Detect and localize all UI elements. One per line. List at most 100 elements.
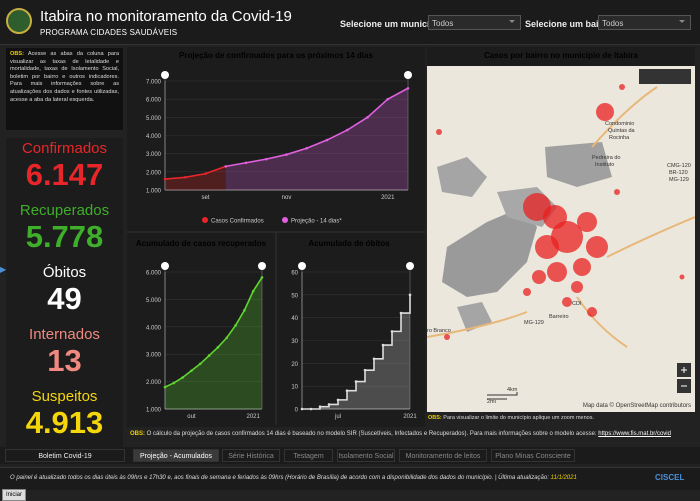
bubble: [523, 288, 531, 296]
stat-value: 4.913: [25, 405, 104, 440]
x-tick-label: 2021: [381, 195, 395, 201]
range-handle[interactable]: [404, 71, 412, 79]
tab[interactable]: Série Histórica: [222, 449, 280, 462]
point: [216, 346, 220, 349]
update-info: O painel é atualizado todos os dias útei…: [10, 475, 577, 481]
subtitle: PROGRAMA CIDADES SAUDÁVEIS: [40, 28, 178, 37]
map-panel: Casos por bairro no município de Itabira: [426, 47, 696, 412]
map-label: 2mi: [487, 399, 496, 405]
start-button[interactable]: Iniciar: [2, 489, 27, 501]
bubble: [573, 258, 591, 276]
municipio-select[interactable]: Todos: [428, 15, 521, 30]
range-handle[interactable]: [161, 71, 169, 79]
line: [164, 165, 227, 180]
note-label: OBS:: [10, 51, 24, 57]
tab[interactable]: Projeção - Acumulados: [133, 449, 219, 462]
map-tools: [487, 69, 691, 400]
point: [181, 376, 184, 379]
urban-area: [437, 157, 487, 197]
urban-area: [545, 142, 612, 187]
note-text: Acesse as abas da coluna para visualizar…: [10, 51, 119, 103]
map-label: MG-129: [524, 320, 544, 326]
footnote-label: OBS:: [130, 431, 145, 437]
map-label: 4km: [507, 387, 518, 393]
area: [165, 277, 262, 409]
range-handle[interactable]: [298, 262, 306, 270]
y-tick-label: 0: [295, 408, 299, 414]
point: [406, 86, 410, 90]
stat-value: 6.147: [25, 157, 104, 192]
tabs: Boletim Covid-19 Projeção - Acumulados Sé…: [0, 447, 700, 464]
range-handle[interactable]: [406, 262, 414, 270]
legend-label: Casos Confirmados: [211, 219, 264, 225]
y-tick-label: 20: [291, 362, 298, 368]
note: OBS: Acesse as abas da coluna para visua…: [6, 48, 123, 130]
point: [327, 403, 331, 406]
point: [243, 309, 246, 312]
side-tab[interactable]: Boletim Covid-19: [5, 449, 125, 462]
point: [386, 97, 390, 101]
stat-label: Óbitos: [42, 264, 87, 281]
y-tick-label: 2.000: [146, 380, 162, 386]
legend-label: Projeção - 14 dias*: [291, 219, 342, 225]
map-toolbar[interactable]: [639, 69, 691, 84]
map-note-text: Para visualizar o limite do município ap…: [443, 415, 594, 421]
y-tick-label: 7.000: [146, 80, 162, 86]
bubble: [596, 103, 614, 121]
x-tick-label: 2021: [403, 414, 417, 420]
bubble: [551, 221, 583, 253]
point: [244, 161, 248, 165]
area: [225, 88, 408, 190]
map: Casos por bairro no município de Itabira: [426, 51, 696, 412]
chart-title: Projeção de confirmados para os próximos…: [179, 51, 373, 60]
bairro-select[interactable]: Todos: [598, 15, 691, 30]
bubble: [547, 262, 567, 282]
map-label: Condominio: [605, 121, 634, 127]
point: [163, 177, 167, 181]
map-title: Casos por bairro no município de Itabira: [484, 51, 638, 60]
range-handle[interactable]: [161, 262, 169, 270]
tab[interactable]: Plano Minas Consciente: [491, 449, 575, 462]
point: [345, 389, 349, 393]
tab[interactable]: Testagem: [284, 449, 333, 462]
bubble: [619, 84, 625, 90]
point: [251, 289, 255, 293]
line: [164, 277, 263, 388]
map-label: BR-120: [669, 170, 688, 176]
point: [325, 138, 329, 142]
bubble: [679, 274, 685, 280]
stat-label: Confirmados: [21, 140, 108, 157]
footnote-link[interactable]: https://www.fis.mat.br/covid: [598, 431, 671, 437]
point: [336, 398, 340, 402]
point: [354, 380, 358, 383]
point: [399, 311, 403, 315]
map-label: ro Branco: [427, 328, 451, 334]
x-tick-label: 2021: [247, 414, 261, 420]
map-label: MG-129: [669, 177, 689, 183]
point: [172, 381, 176, 385]
bubble: [532, 270, 546, 284]
title: Itabira no monitoramento da Covid-19: [40, 8, 292, 25]
tab[interactable]: Isolamento Social: [337, 449, 395, 462]
point: [300, 407, 304, 411]
line: [225, 87, 409, 168]
bubble: [586, 236, 608, 258]
stat-label: Suspeitos: [31, 388, 98, 405]
point: [207, 354, 211, 357]
municipio-label: Selecione um município:: [340, 19, 447, 29]
stat-value: 13: [47, 343, 82, 378]
scale-bar: [487, 392, 518, 400]
y-tick-label: 1.000: [146, 189, 162, 195]
y-tick-label: 5.000: [146, 116, 162, 122]
footnote-text: O cálculo da projeção de casos confirmad…: [146, 431, 597, 437]
side-arrow[interactable]: ▶: [0, 265, 7, 274]
bubble: [436, 129, 442, 135]
logo: [6, 8, 32, 34]
point: [198, 362, 202, 366]
x-tick-label: set: [201, 195, 209, 201]
tab[interactable]: Monitoramento de leitos: [399, 449, 487, 462]
header: Itabira no monitoramento da Covid-19 PRO…: [0, 0, 700, 45]
range-handle[interactable]: [258, 262, 266, 270]
point: [260, 276, 264, 279]
